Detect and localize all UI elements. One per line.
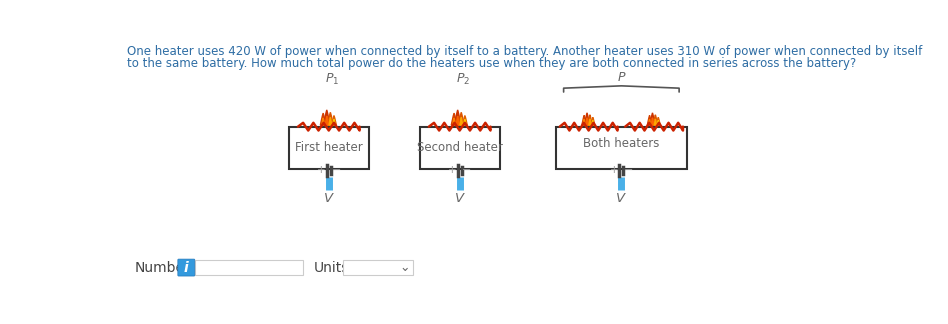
Polygon shape — [651, 118, 654, 125]
Bar — [343, 260, 412, 275]
Polygon shape — [328, 112, 333, 125]
Polygon shape — [592, 121, 593, 125]
Bar — [420, 127, 500, 169]
Polygon shape — [464, 119, 466, 125]
Text: $V$: $V$ — [454, 192, 465, 205]
FancyBboxPatch shape — [178, 259, 194, 276]
Polygon shape — [657, 121, 659, 125]
Polygon shape — [591, 117, 594, 125]
Polygon shape — [588, 115, 592, 125]
Polygon shape — [583, 119, 585, 125]
Bar — [556, 127, 686, 169]
Polygon shape — [589, 119, 591, 125]
Text: i: i — [184, 260, 189, 274]
Text: +: + — [318, 165, 326, 175]
Bar — [194, 260, 302, 275]
Polygon shape — [586, 118, 589, 125]
Polygon shape — [332, 116, 337, 125]
Polygon shape — [454, 110, 461, 125]
Polygon shape — [325, 116, 328, 125]
Polygon shape — [647, 115, 652, 125]
Text: −: − — [463, 165, 472, 175]
Bar — [289, 127, 369, 169]
Text: Units: Units — [314, 260, 350, 274]
Polygon shape — [321, 118, 324, 125]
Polygon shape — [323, 110, 330, 125]
Text: First heater: First heater — [295, 141, 363, 154]
Polygon shape — [584, 113, 590, 125]
Polygon shape — [654, 119, 657, 125]
Polygon shape — [452, 118, 455, 125]
Text: to the same battery. How much total power do the heaters use when they are both : to the same battery. How much total powe… — [127, 57, 856, 70]
Polygon shape — [456, 116, 459, 125]
Text: −: − — [332, 165, 340, 175]
Polygon shape — [451, 113, 457, 125]
Text: $V$: $V$ — [615, 192, 628, 205]
Polygon shape — [650, 113, 655, 125]
Polygon shape — [463, 116, 467, 125]
Polygon shape — [656, 117, 660, 125]
Polygon shape — [582, 115, 587, 125]
Text: One heater uses 420 W of power when connected by itself to a battery. Another he: One heater uses 420 W of power when conn… — [127, 45, 922, 58]
Polygon shape — [460, 117, 463, 125]
Text: $V$: $V$ — [323, 192, 335, 205]
Polygon shape — [320, 113, 326, 125]
Text: Second heater: Second heater — [417, 141, 502, 154]
Text: Number: Number — [135, 260, 191, 274]
Polygon shape — [329, 117, 332, 125]
Polygon shape — [333, 119, 336, 125]
Polygon shape — [459, 112, 465, 125]
Text: +: + — [610, 165, 618, 175]
Polygon shape — [653, 115, 658, 125]
Text: $P_1$: $P_1$ — [325, 72, 339, 87]
Text: −: − — [624, 165, 633, 175]
Text: Both heaters: Both heaters — [583, 137, 660, 150]
Text: +: + — [448, 165, 457, 175]
Polygon shape — [648, 119, 650, 125]
Text: $P_2$: $P_2$ — [456, 72, 470, 87]
Text: $P$: $P$ — [616, 71, 626, 84]
Text: ⌄: ⌄ — [400, 261, 410, 274]
